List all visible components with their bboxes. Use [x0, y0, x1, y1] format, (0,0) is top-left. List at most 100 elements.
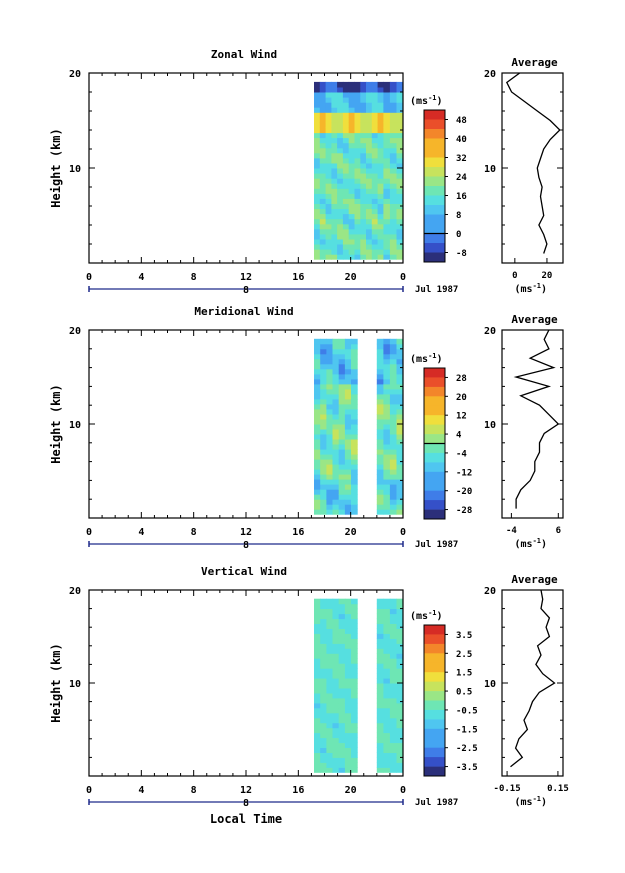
heatmap-cell	[377, 254, 384, 260]
heatmap-cell	[354, 92, 361, 98]
heatmap-cell	[326, 424, 334, 430]
heatmap-cell	[344, 688, 352, 694]
heatmap-cell	[383, 504, 391, 510]
heatmap-cell	[366, 97, 373, 103]
heatmap-cell	[376, 638, 384, 644]
colorbar-unit-label: (ms-1)	[410, 352, 443, 365]
heatmap-cell	[319, 223, 327, 230]
heatmap-cell	[377, 162, 384, 169]
heatmap-cell	[314, 338, 321, 345]
heatmap-cell	[326, 449, 334, 455]
heatmap-cell	[332, 683, 340, 689]
x-tick-label: 0	[86, 785, 92, 796]
profile-x-tick-label: 20	[542, 271, 553, 281]
heatmap-cell	[332, 449, 340, 455]
panel-title: Zonal Wind	[211, 48, 277, 61]
colorbar-tick-label: 40	[456, 135, 467, 145]
heatmap-cell	[383, 464, 391, 470]
heatmap-cell	[354, 142, 361, 149]
heatmap-cell	[351, 348, 358, 355]
heatmap-cell	[331, 142, 338, 149]
heatmap-cell	[337, 86, 344, 93]
colorbar-tick-label: -2.5	[456, 744, 478, 754]
heatmap-cell	[396, 414, 404, 420]
heatmap-cell	[314, 157, 321, 164]
x-tick-label: 0	[86, 272, 92, 283]
heatmap-cell	[344, 653, 352, 659]
heatmap-cell	[354, 188, 361, 194]
heatmap-cell	[338, 712, 346, 719]
heatmap-cell	[344, 373, 352, 380]
heatmap-cell	[320, 752, 327, 758]
heatmap-cell	[325, 127, 332, 134]
heatmap-cell	[383, 613, 391, 620]
heatmap-cell	[332, 712, 340, 719]
heatmap-cell	[389, 762, 397, 768]
heatmap-cell	[348, 152, 355, 159]
heatmap-cell	[344, 618, 352, 624]
panel-title: Vertical Wind	[201, 565, 287, 578]
heatmap-cell	[389, 338, 397, 345]
heatmap-cell	[342, 178, 350, 184]
heatmap-cell	[325, 218, 332, 225]
colorbar-tick-label: 4	[456, 431, 462, 441]
y-tick-label: 20	[69, 69, 81, 80]
heatmap-cell	[344, 608, 352, 615]
x-tick-label: 12	[240, 527, 252, 538]
heatmap-cell	[348, 223, 355, 230]
heatmap-cell	[376, 653, 384, 659]
heatmap-cell	[319, 178, 327, 184]
heatmap-cell	[338, 454, 346, 460]
heatmap-cell	[396, 358, 404, 365]
heatmap-cell	[331, 137, 338, 144]
heatmap-cell	[383, 157, 391, 164]
heatmap-cell	[376, 403, 384, 410]
heatmap-cell	[371, 188, 379, 194]
heatmap-cell	[342, 102, 350, 108]
heatmap-cell	[389, 373, 397, 380]
heatmap-cell	[360, 122, 367, 128]
heatmap-cell	[344, 737, 352, 744]
heatmap-cell	[377, 86, 384, 93]
heatmap-cell	[383, 183, 391, 189]
heatmap-cell	[389, 489, 397, 495]
heatmap-cell	[377, 183, 384, 189]
heatmap-cell	[344, 348, 352, 355]
heatmap-cell	[344, 752, 352, 758]
heatmap-cell	[366, 208, 373, 215]
heatmap-cell	[360, 127, 367, 134]
heatmap-cell	[376, 673, 384, 679]
heatmap-cell	[326, 363, 334, 370]
heatmap-cell	[319, 233, 327, 240]
heatmap-cell	[348, 233, 355, 240]
heatmap-cell	[376, 628, 384, 634]
heatmap-cell	[332, 434, 340, 440]
heatmap-cell	[338, 388, 346, 395]
heatmap-cell	[320, 479, 327, 485]
heatmap-cell	[326, 398, 334, 405]
heatmap-cell	[351, 388, 358, 395]
heatmap-cell	[320, 398, 327, 405]
heatmap-cell	[319, 117, 327, 123]
heatmap-cell	[377, 152, 384, 159]
colorbar-tick-label: 0.5	[456, 688, 472, 698]
profile-line	[505, 72, 561, 254]
heatmap-cell	[354, 137, 361, 144]
heatmap-cell	[314, 117, 321, 123]
heatmap-cell	[332, 409, 340, 415]
heatmap-cell	[326, 618, 334, 624]
date-label: Jul 1987	[415, 285, 458, 295]
heatmap-cell	[326, 717, 334, 724]
heatmap-cell	[342, 188, 350, 194]
heatmap-cell	[332, 474, 340, 480]
heatmap-cell	[396, 188, 404, 194]
heatmap-cell	[389, 678, 397, 684]
heatmap-cell	[383, 193, 391, 199]
heatmap-cell	[396, 767, 404, 773]
heatmap-cell	[383, 393, 391, 400]
heatmap-cell	[320, 358, 327, 365]
heatmap-cell	[325, 147, 332, 154]
heatmap-cell	[371, 81, 379, 88]
heatmap-cell	[325, 203, 332, 210]
colorbar-tick-label: 12	[456, 412, 467, 422]
